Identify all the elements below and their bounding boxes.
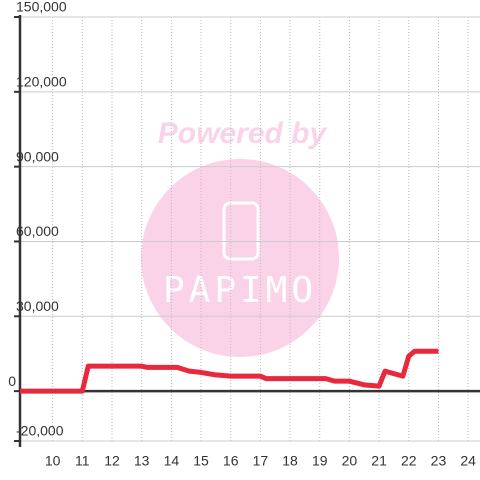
y-tick-label: 90,000: [16, 148, 59, 164]
x-tick-label: 13: [134, 453, 150, 469]
x-tick-label: 11: [75, 453, 90, 469]
y-tick-label: 150,000: [16, 0, 67, 15]
watermark-phone: [222, 201, 260, 261]
x-tick-label: 14: [164, 453, 180, 469]
line-series: [20, 348, 439, 394]
y-tick-label: 30,000: [16, 298, 59, 314]
y-tick-label: 60,000: [16, 223, 59, 239]
y-tick-label: -20,000: [16, 423, 64, 439]
x-tick-label: 17: [253, 453, 269, 469]
watermark-text: Powered by: [158, 117, 328, 150]
x-tick-label: 15: [193, 453, 209, 469]
x-tick-label: 12: [104, 453, 120, 469]
y-tick-label: 120,000: [16, 74, 67, 90]
x-tick-label: 18: [282, 453, 298, 469]
x-tick-label: 22: [401, 453, 417, 469]
x-tick-label: 21: [371, 453, 387, 469]
x-tick-label: 16: [223, 453, 239, 469]
x-tick-label: 20: [342, 453, 358, 469]
x-tick-label: 19: [312, 453, 328, 469]
x-tick-label: 24: [460, 453, 476, 469]
watermark-logo: PAPIMO: [163, 270, 317, 311]
x-tick-label: 23: [431, 453, 447, 469]
y-tick-label: 0: [8, 373, 16, 389]
x-tick-label: 10: [45, 453, 61, 469]
